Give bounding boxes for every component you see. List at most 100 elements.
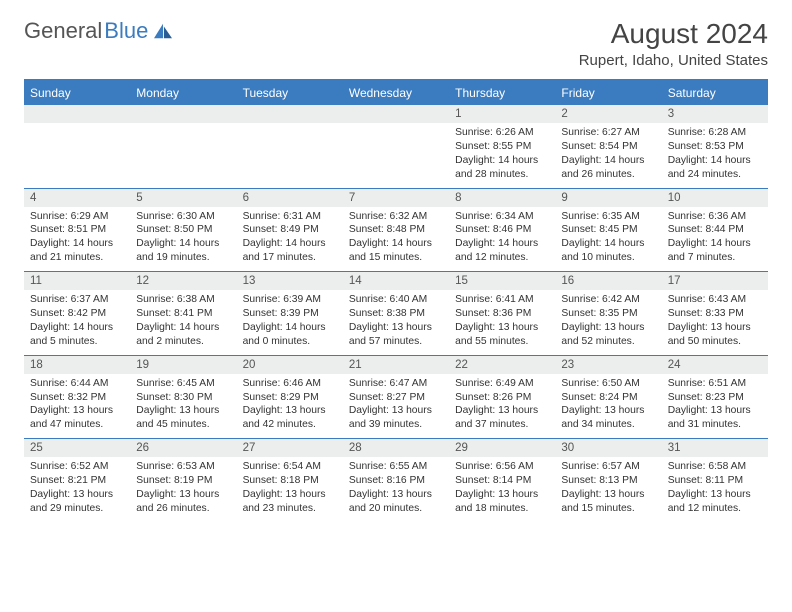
day-cell: Sunrise: 6:28 AMSunset: 8:53 PMDaylight:… [662, 123, 768, 188]
daylight-line: Daylight: 13 hours and 31 minutes. [668, 404, 762, 432]
title-block: August 2024 Rupert, Idaho, United States [579, 18, 768, 69]
day-cell: Sunrise: 6:40 AMSunset: 8:38 PMDaylight:… [343, 290, 449, 355]
sunset-line: Sunset: 8:36 PM [455, 307, 549, 321]
day-number-row: 11121314151617 [24, 272, 768, 290]
daylight-line: Daylight: 13 hours and 12 minutes. [668, 488, 762, 516]
sunrise-line: Sunrise: 6:43 AM [668, 293, 762, 307]
day-cell: Sunrise: 6:36 AMSunset: 8:44 PMDaylight:… [662, 207, 768, 272]
daylight-line: Daylight: 13 hours and 23 minutes. [243, 488, 337, 516]
day-cell [343, 123, 449, 188]
day-cell: Sunrise: 6:54 AMSunset: 8:18 PMDaylight:… [237, 457, 343, 522]
sunrise-line: Sunrise: 6:36 AM [668, 210, 762, 224]
day-number: 21 [343, 356, 449, 374]
day-cell: Sunrise: 6:32 AMSunset: 8:48 PMDaylight:… [343, 207, 449, 272]
sunrise-line: Sunrise: 6:40 AM [349, 293, 443, 307]
sunrise-line: Sunrise: 6:50 AM [561, 377, 655, 391]
day-cell: Sunrise: 6:44 AMSunset: 8:32 PMDaylight:… [24, 374, 130, 439]
day-number: 20 [237, 356, 343, 374]
daylight-line: Daylight: 14 hours and 19 minutes. [136, 237, 230, 265]
sunset-line: Sunset: 8:42 PM [30, 307, 124, 321]
daylight-line: Daylight: 13 hours and 20 minutes. [349, 488, 443, 516]
sunrise-line: Sunrise: 6:47 AM [349, 377, 443, 391]
day-number-row: 45678910 [24, 189, 768, 207]
day-cell: Sunrise: 6:43 AMSunset: 8:33 PMDaylight:… [662, 290, 768, 355]
day-cell: Sunrise: 6:41 AMSunset: 8:36 PMDaylight:… [449, 290, 555, 355]
sunset-line: Sunset: 8:13 PM [561, 474, 655, 488]
daylight-line: Daylight: 14 hours and 7 minutes. [668, 237, 762, 265]
location: Rupert, Idaho, United States [579, 52, 768, 69]
dayheader-friday: Friday [555, 81, 661, 105]
sunset-line: Sunset: 8:51 PM [30, 223, 124, 237]
dayheader-thursday: Thursday [449, 81, 555, 105]
sunset-line: Sunset: 8:23 PM [668, 391, 762, 405]
day-cell: Sunrise: 6:38 AMSunset: 8:41 PMDaylight:… [130, 290, 236, 355]
daylight-line: Daylight: 14 hours and 26 minutes. [561, 154, 655, 182]
daylight-line: Daylight: 13 hours and 57 minutes. [349, 321, 443, 349]
sunset-line: Sunset: 8:19 PM [136, 474, 230, 488]
sunset-line: Sunset: 8:48 PM [349, 223, 443, 237]
day-number: 26 [130, 439, 236, 457]
sunset-line: Sunset: 8:18 PM [243, 474, 337, 488]
sunset-line: Sunset: 8:53 PM [668, 140, 762, 154]
sunset-line: Sunset: 8:27 PM [349, 391, 443, 405]
sunrise-line: Sunrise: 6:41 AM [455, 293, 549, 307]
daylight-line: Daylight: 13 hours and 45 minutes. [136, 404, 230, 432]
sunset-line: Sunset: 8:39 PM [243, 307, 337, 321]
sunrise-line: Sunrise: 6:58 AM [668, 460, 762, 474]
day-cell: Sunrise: 6:42 AMSunset: 8:35 PMDaylight:… [555, 290, 661, 355]
day-number: 30 [555, 439, 661, 457]
sunset-line: Sunset: 8:41 PM [136, 307, 230, 321]
daylight-line: Daylight: 13 hours and 37 minutes. [455, 404, 549, 432]
day-cell: Sunrise: 6:47 AMSunset: 8:27 PMDaylight:… [343, 374, 449, 439]
day-cell: Sunrise: 6:53 AMSunset: 8:19 PMDaylight:… [130, 457, 236, 522]
day-number: 18 [24, 356, 130, 374]
sunset-line: Sunset: 8:33 PM [668, 307, 762, 321]
sunrise-line: Sunrise: 6:44 AM [30, 377, 124, 391]
day-number: 3 [662, 105, 768, 123]
day-number: 25 [24, 439, 130, 457]
day-number: 24 [662, 356, 768, 374]
daylight-line: Daylight: 14 hours and 28 minutes. [455, 154, 549, 182]
day-cell: Sunrise: 6:27 AMSunset: 8:54 PMDaylight:… [555, 123, 661, 188]
sunrise-line: Sunrise: 6:37 AM [30, 293, 124, 307]
sunset-line: Sunset: 8:35 PM [561, 307, 655, 321]
day-cell: Sunrise: 6:46 AMSunset: 8:29 PMDaylight:… [237, 374, 343, 439]
day-number: 11 [24, 272, 130, 290]
day-cell: Sunrise: 6:50 AMSunset: 8:24 PMDaylight:… [555, 374, 661, 439]
daylight-line: Daylight: 14 hours and 5 minutes. [30, 321, 124, 349]
sunrise-line: Sunrise: 6:51 AM [668, 377, 762, 391]
day-cell: Sunrise: 6:45 AMSunset: 8:30 PMDaylight:… [130, 374, 236, 439]
daylight-line: Daylight: 14 hours and 24 minutes. [668, 154, 762, 182]
day-cell [237, 123, 343, 188]
day-cell: Sunrise: 6:34 AMSunset: 8:46 PMDaylight:… [449, 207, 555, 272]
logo-text-blue: Blue [104, 18, 148, 44]
sunset-line: Sunset: 8:50 PM [136, 223, 230, 237]
day-number: 23 [555, 356, 661, 374]
daylight-line: Daylight: 14 hours and 12 minutes. [455, 237, 549, 265]
day-number: 13 [237, 272, 343, 290]
sunset-line: Sunset: 8:38 PM [349, 307, 443, 321]
dayheader-monday: Monday [130, 81, 236, 105]
daylight-line: Daylight: 14 hours and 10 minutes. [561, 237, 655, 265]
sunset-line: Sunset: 8:26 PM [455, 391, 549, 405]
day-number: 8 [449, 189, 555, 207]
sunset-line: Sunset: 8:45 PM [561, 223, 655, 237]
sunset-line: Sunset: 8:55 PM [455, 140, 549, 154]
day-number: 7 [343, 189, 449, 207]
sunset-line: Sunset: 8:44 PM [668, 223, 762, 237]
sunrise-line: Sunrise: 6:29 AM [30, 210, 124, 224]
day-number: 12 [130, 272, 236, 290]
day-number [343, 105, 449, 123]
sunrise-line: Sunrise: 6:31 AM [243, 210, 337, 224]
sunrise-line: Sunrise: 6:38 AM [136, 293, 230, 307]
day-number: 1 [449, 105, 555, 123]
dayheader-saturday: Saturday [662, 81, 768, 105]
sunset-line: Sunset: 8:29 PM [243, 391, 337, 405]
daylight-line: Daylight: 14 hours and 17 minutes. [243, 237, 337, 265]
week-row: 11121314151617Sunrise: 6:37 AMSunset: 8:… [24, 271, 768, 355]
day-number: 28 [343, 439, 449, 457]
logo-text-gray: General [24, 18, 102, 44]
daylight-line: Daylight: 13 hours and 50 minutes. [668, 321, 762, 349]
sunset-line: Sunset: 8:32 PM [30, 391, 124, 405]
day-cell: Sunrise: 6:29 AMSunset: 8:51 PMDaylight:… [24, 207, 130, 272]
